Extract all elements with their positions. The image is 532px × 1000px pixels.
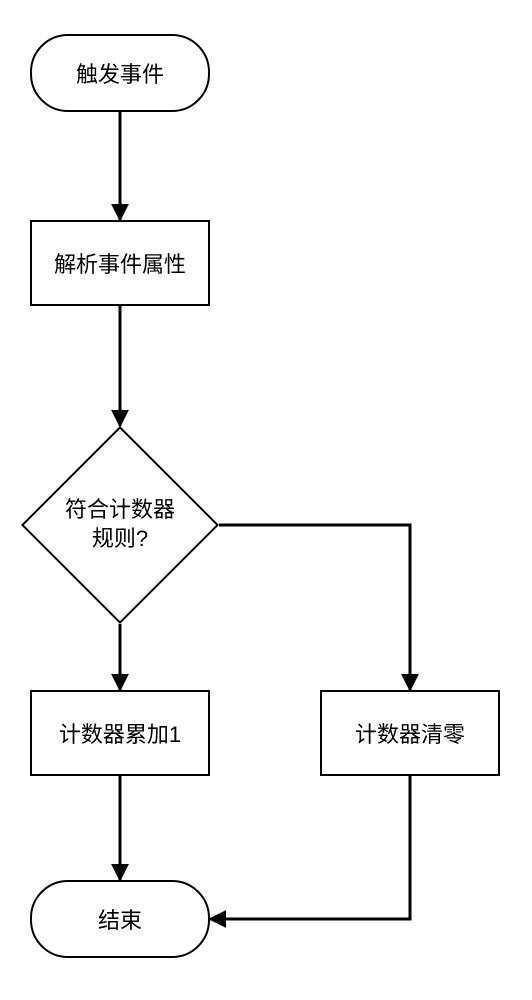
node-start: 触发事件 [30, 34, 210, 112]
node-decision-label: 符合计数器 规则? [50, 455, 190, 595]
node-increment: 计数器累加1 [30, 690, 210, 776]
flowchart-canvas: 触发事件 解析事件属性 符合计数器 规则? 计数器累加1 计数器清零 结束 [0, 0, 532, 1000]
node-end: 结束 [30, 880, 210, 958]
node-end-label: 结束 [98, 903, 142, 935]
node-reset: 计数器清零 [320, 690, 500, 776]
node-start-label: 触发事件 [76, 57, 164, 89]
node-increment-label: 计数器累加1 [59, 717, 181, 749]
node-reset-label: 计数器清零 [355, 717, 465, 749]
edge-decision-reset [219, 525, 410, 690]
edge-reset-end [210, 776, 410, 919]
node-decision: 符合计数器 规则? [50, 455, 190, 595]
node-parse-label: 解析事件属性 [54, 247, 186, 279]
node-parse: 解析事件属性 [30, 220, 210, 306]
